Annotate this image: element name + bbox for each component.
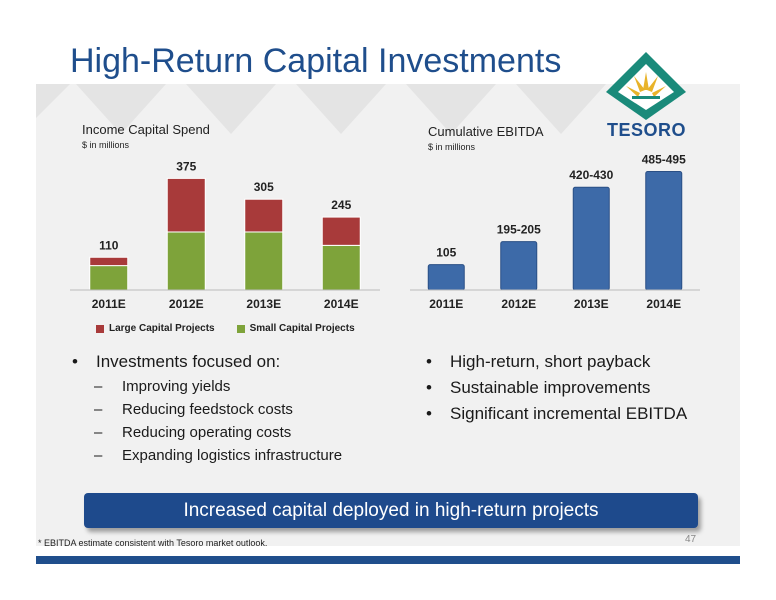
background-panel [36,84,740,546]
benefit-item: Significant incremental EBITDA [426,404,687,424]
bar-ebitda [500,241,538,291]
investment-item: Improving yields [72,378,342,395]
legend-label-small-capital: Small Capital Projects [249,323,355,334]
data-label: 485-495 [642,153,686,167]
x-tick-label: 2013E [574,297,609,311]
background-diamond-pattern [36,84,606,134]
slide-title: High-Return Capital Investments [70,42,562,80]
benefits-bullet-list: High-return, short payback Sustainable i… [426,352,687,430]
bar-ebitda [645,171,683,291]
bottom-accent-bar [36,556,740,564]
x-tick-label: 2011E [92,297,126,311]
left-chart-legend: Large Capital Projects Small Capital Pro… [96,323,355,334]
income-capital-spend-chart: 110 2011E 375 2012E 305 2013E 245 2014E [70,150,380,320]
right-chart-title: Cumulative EBITDA [428,124,544,139]
bar-large-capital [321,216,361,246]
bar-large-capital [166,177,206,233]
cumulative-ebitda-svg: 105 2011E 195-205 2012E 420-430 2013E 485-495 2… [410,153,700,311]
cumulative-ebitda-chart: 105 2011E 195-205 2012E 420-430 2013E 485-495 2… [410,150,700,320]
logo-wordmark: TESORO [607,120,687,140]
summary-banner: Increased capital deployed in high-retur… [84,493,698,528]
x-tick-label: 2014E [324,297,359,311]
benefit-item: High-return, short payback [426,352,687,372]
bar-small-capital [89,265,129,291]
data-label: 195-205 [497,223,541,237]
total-label: 110 [99,238,119,252]
legend-swatch-small-capital [236,324,245,333]
bar-small-capital [321,244,361,291]
legend-label-large-capital: Large Capital Projects [109,323,215,334]
legend-item-small-capital: Small Capital Projects [236,323,355,334]
bar-large-capital [89,256,129,267]
bar-ebitda [572,186,610,291]
investments-heading: Investments focused on: [72,352,342,372]
left-chart-title: Income Capital Spend [82,122,210,137]
x-tick-label: 2012E [501,297,536,311]
investment-item: Expanding logistics infrastructure [72,447,342,464]
income-capital-spend-svg: 110 2011E 375 2012E 305 2013E 245 2014E [70,159,380,311]
benefit-item: Sustainable improvements [426,378,687,398]
page-number: 47 [685,534,697,545]
total-label: 245 [331,198,351,212]
bar-small-capital [166,231,206,291]
investment-item: Reducing operating costs [72,424,342,441]
x-tick-label: 2014E [646,297,681,311]
tesoro-sun-logo-icon [606,52,686,120]
data-label: 105 [436,246,456,260]
bar-small-capital [244,231,284,291]
total-label: 375 [176,159,196,173]
investments-bullet-list: Investments focused on: Improving yields… [72,352,342,470]
legend-swatch-large-capital [96,324,104,333]
x-tick-label: 2013E [246,297,281,311]
bar-large-capital [244,198,284,233]
right-chart-subtitle: $ in millions [428,142,476,152]
x-tick-label: 2012E [169,297,204,311]
total-label: 305 [254,180,274,194]
footnote: * EBITDA estimate consistent with Tesoro… [38,538,268,548]
legend-item-large-capital: Large Capital Projects [96,323,215,334]
left-chart-subtitle: $ in millions [82,140,130,150]
data-label: 420-430 [569,168,613,182]
bar-ebitda [427,264,465,291]
investment-item: Reducing feedstock costs [72,401,342,418]
x-tick-label: 2011E [429,297,463,311]
